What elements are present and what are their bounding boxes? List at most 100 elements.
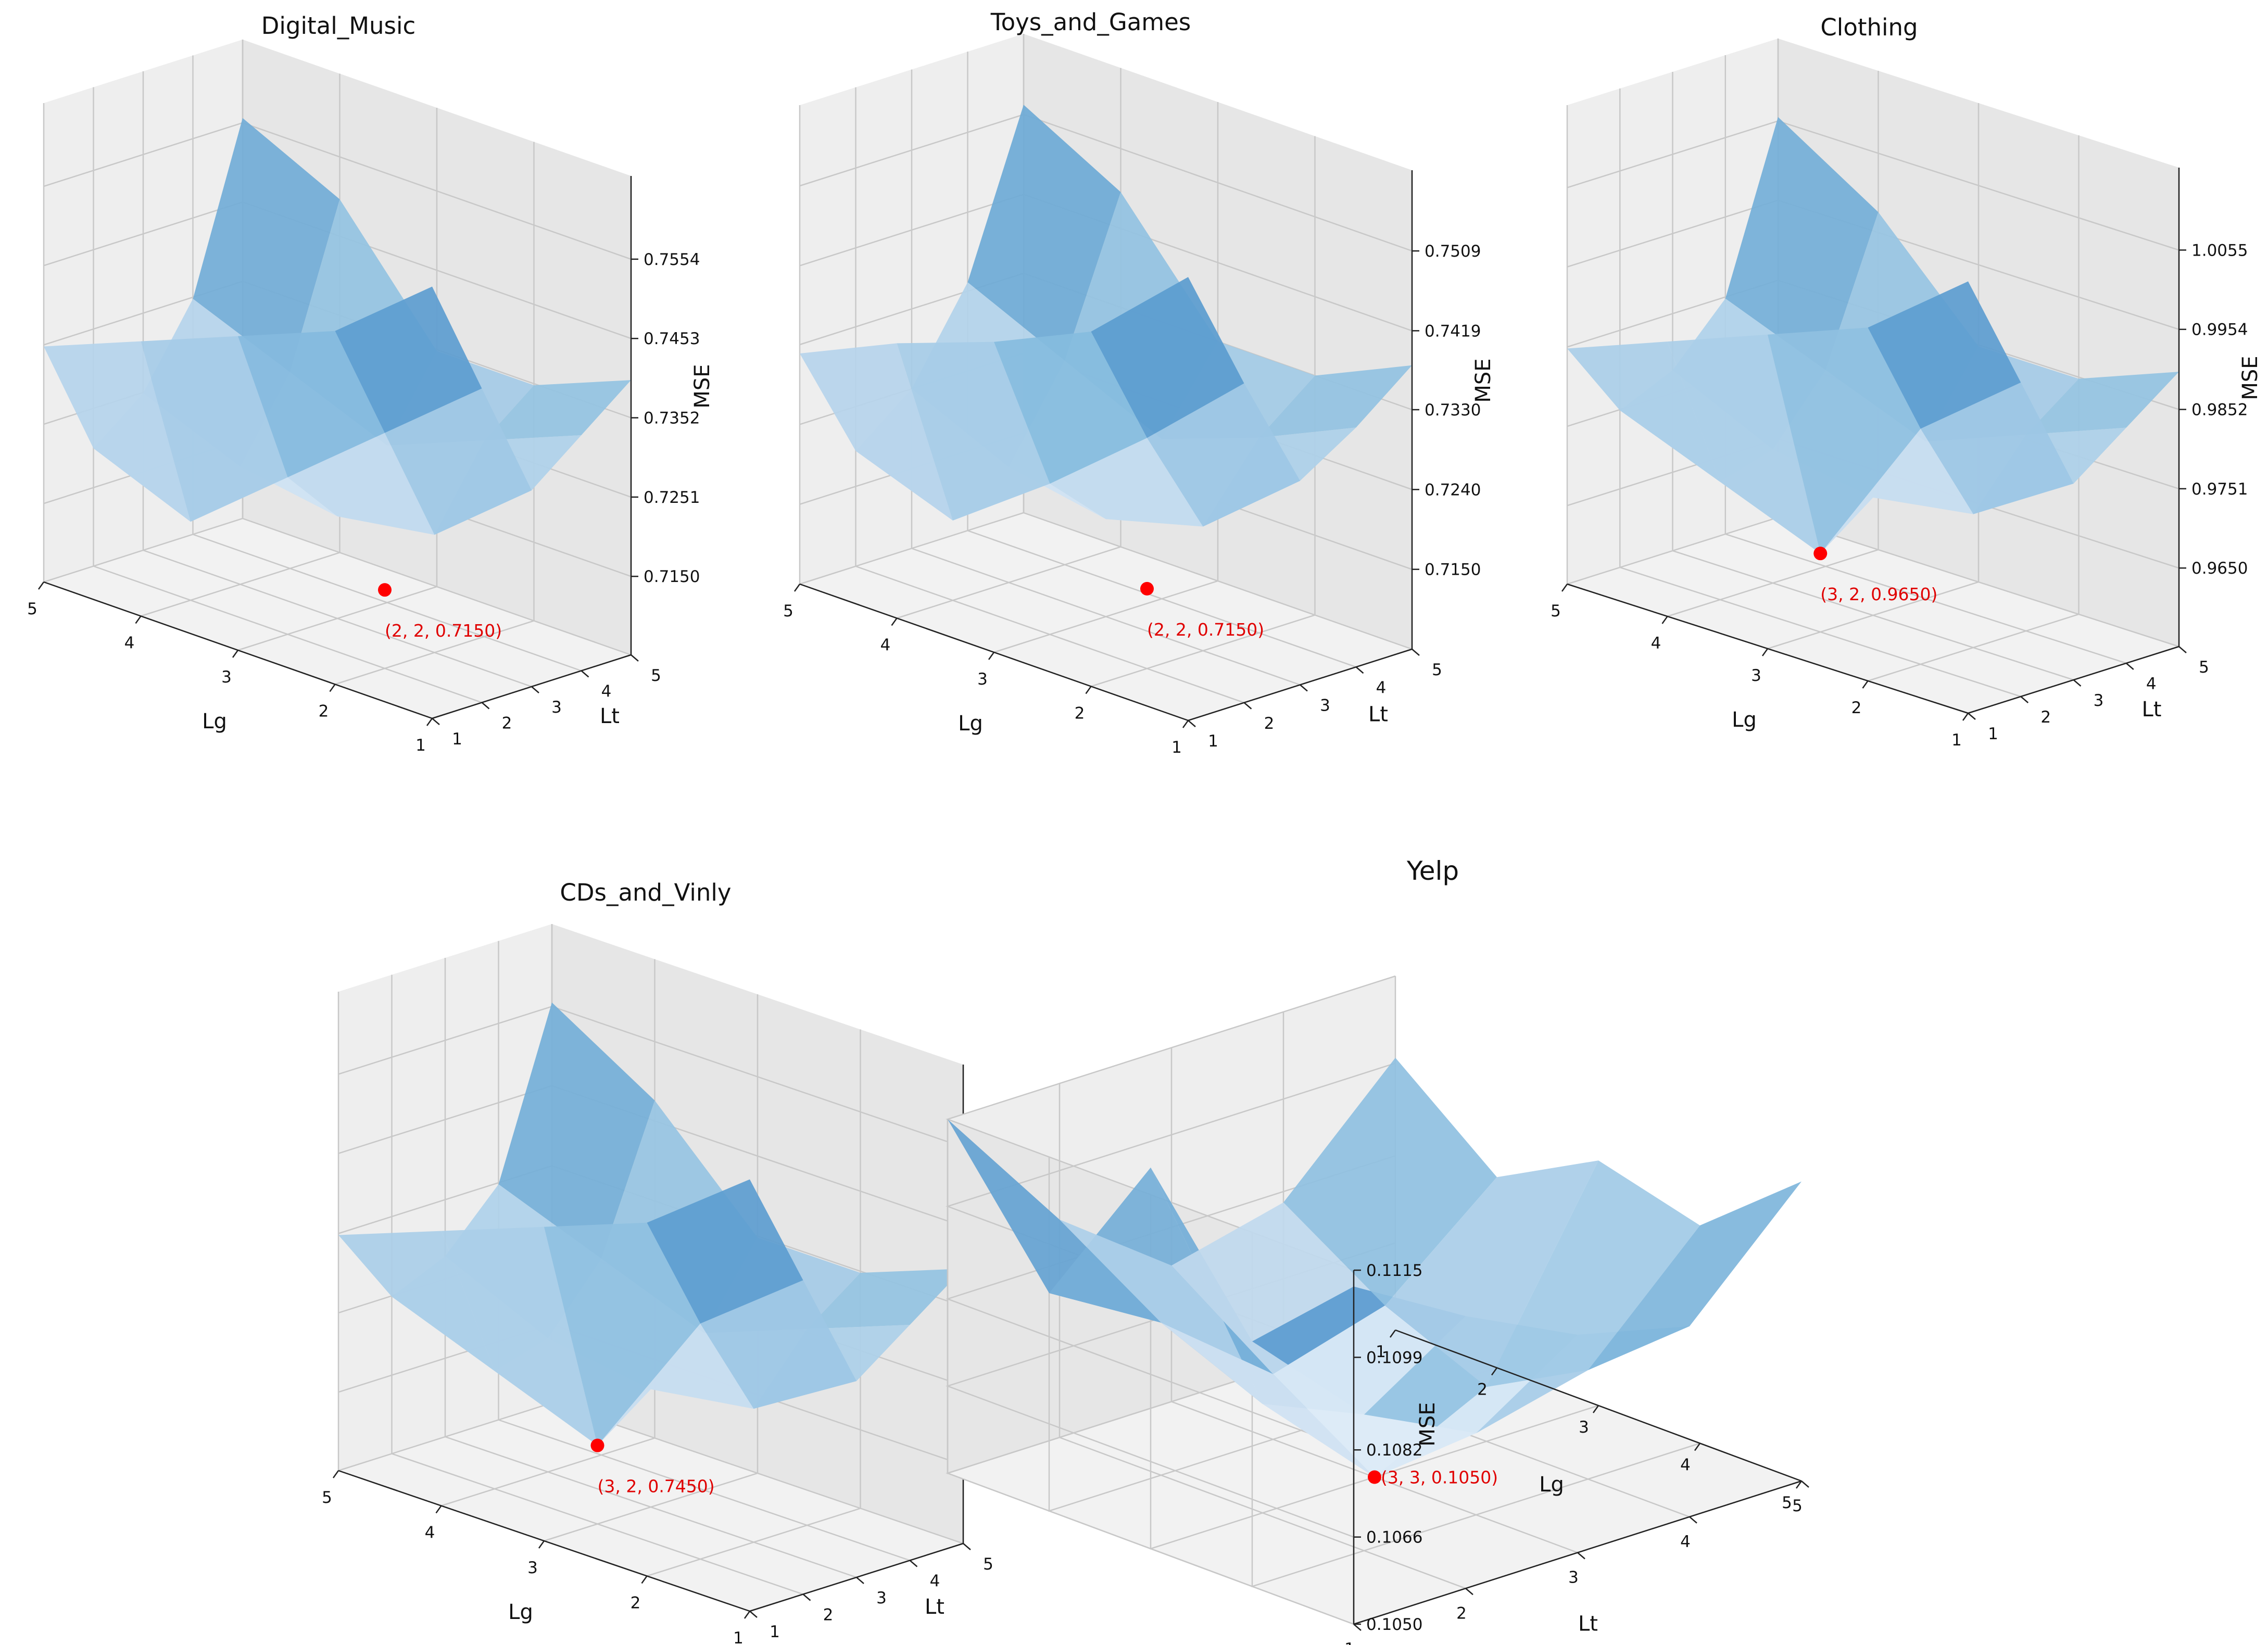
x-tick-label: 2 — [319, 702, 329, 721]
y-tick-label: 4 — [1376, 678, 1387, 697]
x-tick-label: 1 — [1376, 1343, 1386, 1361]
x-axis-label: Lg — [1539, 1473, 1564, 1497]
surface-patch-0-0 — [647, 1179, 803, 1324]
x-axis-label: Lg — [958, 712, 983, 736]
subplot-title: Yelp — [1406, 856, 1459, 886]
surface-patch-3-2 — [1060, 1219, 1273, 1374]
y-tick-label: 3 — [876, 1589, 887, 1608]
surface-patch-0-1 — [700, 1280, 856, 1409]
surface-patch-3-0 — [44, 341, 191, 522]
x-tick-label: 5 — [783, 602, 793, 621]
x-tick-label: 1 — [1171, 738, 1182, 757]
surface-patch-0-3 — [484, 380, 631, 440]
surface-patch-1-1 — [1050, 438, 1203, 527]
y-axis-label: Lt — [2142, 698, 2162, 722]
surface — [800, 105, 1412, 527]
surface-patch-3-0 — [1567, 341, 1720, 482]
y-tick-label: 2 — [502, 714, 512, 733]
z-tick-label: 0.9751 — [2191, 480, 2248, 499]
y-tick-label: 4 — [930, 1572, 940, 1591]
surface-patch-3-3 — [193, 118, 340, 373]
surface-patch-1-0 — [994, 332, 1147, 484]
x-tick-label: 1 — [415, 736, 426, 755]
subplot-title: Digital_Music — [261, 12, 415, 40]
surface-patch-0-0 — [1588, 1181, 1801, 1370]
y-tick-label: 2 — [1456, 1604, 1467, 1623]
z-tick-label: 0.7509 — [1425, 242, 1481, 261]
surface-patch-0-3 — [1259, 365, 1412, 438]
surface-patch-0-0 — [1091, 277, 1244, 438]
surface-patch-0-0 — [335, 286, 482, 433]
y-tick-label: 5 — [651, 666, 661, 685]
surface-patch-2-0 — [1385, 1160, 1598, 1387]
subplot-cds-and-vinly: 54321123450.74500.75510.76520.77540.7855… — [322, 879, 1047, 1645]
y-tick-label: 1 — [1344, 1640, 1355, 1645]
z-tick-label: 0.1115 — [1366, 1261, 1422, 1280]
y-tick-label: 4 — [601, 682, 612, 701]
axes: 1 2 3 4 55 4 3 2 1 0.1050 0.1066 0.1082 0.1099 0.1115 — [1344, 1261, 1809, 1645]
x-tick-label: 3 — [1751, 666, 1761, 685]
min-point-annotation: (2, 2, 0.7150) — [385, 621, 502, 641]
x-tick-label: 4 — [1680, 1456, 1691, 1475]
z-tick-label: 0.7352 — [644, 409, 700, 428]
surface-patch-0-0 — [1868, 281, 2021, 429]
x-tick-label: 3 — [1579, 1418, 1589, 1437]
y-tick-label: 3 — [2094, 691, 2104, 710]
y-tick-label: 2 — [1264, 714, 1275, 733]
y-axis-label: Lt — [1368, 703, 1388, 727]
subplot-title: CDs_and_Vinly — [560, 879, 731, 906]
x-tick-label: 4 — [124, 634, 135, 653]
y-tick-label: 4 — [2146, 675, 2157, 693]
z-tick-label: 0.1066 — [1366, 1528, 1422, 1547]
y-tick-label: 5 — [983, 1555, 993, 1574]
surface-patch-1-1 — [1820, 428, 1973, 554]
x-tick-label: 1 — [1951, 731, 1962, 750]
z-axis-label: MSE — [690, 364, 714, 408]
min-point-marker — [1813, 547, 1828, 561]
min-point-marker — [1368, 1470, 1381, 1484]
x-tick-label: 3 — [527, 1559, 538, 1577]
subplot-digital-music: 5 4 3 2 1 1 2 3 4 5 0.7150 0.7251 0.7352 0.7453 0.7554… — [27, 12, 714, 755]
y-axis-label: Lt — [1578, 1612, 1598, 1636]
z-tick-label: 0.7554 — [644, 250, 700, 269]
z-tick-label: 0.7419 — [1425, 322, 1481, 340]
x-axis-label: Lg — [202, 710, 227, 733]
z-tick-label: 1.0055 — [2191, 241, 2248, 260]
x-tick-label: 4 — [1651, 634, 1661, 653]
z-tick-label: 0.9650 — [2191, 559, 2248, 578]
x-tick-label: 2 — [1075, 704, 1085, 723]
surface-patch-1-0 — [1768, 327, 1921, 554]
surface-patch-0-3 — [2026, 372, 2179, 435]
surface-patch-1-1 — [597, 1323, 754, 1446]
surface-patch-3-3 — [1725, 117, 1879, 371]
x-tick-label: 2 — [631, 1594, 641, 1613]
y-tick-label: 4 — [1680, 1533, 1691, 1551]
z-tick-label: 0.1099 — [1366, 1348, 1422, 1367]
subplot-title: Clothing — [1820, 14, 1918, 41]
x-tick-label: 2 — [1851, 699, 1862, 717]
x-tick-label: 2 — [1477, 1381, 1488, 1399]
surface-patch-1-0 — [238, 331, 385, 477]
y-tick-label: 3 — [1320, 697, 1330, 715]
surface-patch-1-0 — [544, 1222, 700, 1446]
surface-patch-2-0 — [1667, 334, 1821, 554]
min-point-annotation: (2, 2, 0.7150) — [1147, 619, 1264, 640]
z-tick-label: 0.1082 — [1366, 1441, 1422, 1460]
y-tick-label: 1 — [770, 1623, 780, 1641]
y-tick-label: 5 — [2199, 658, 2209, 677]
z-tick-label: 0.9852 — [2191, 401, 2248, 420]
x-axis-label: Lg — [1732, 708, 1757, 732]
subplot-toys-and-games: 5 4 3 2 1 1 2 3 4 5 0.7150 0.7240 0.7330 0.7419 0.7509… — [783, 8, 1495, 757]
z-tick-label: 0.1050 — [1366, 1615, 1422, 1634]
surface-patch-1-1 — [287, 433, 435, 535]
surface-patch-3-0 — [1283, 1057, 1497, 1306]
y-tick-label: 2 — [2040, 708, 2051, 727]
z-tick-label: 0.7251 — [644, 488, 700, 507]
subplot-clothing: 5 4 3 2 1 1 2 3 4 5 0.9650 0.9751 0.9852 0.9954 1.0055… — [1551, 14, 2262, 750]
surface — [948, 1057, 1801, 1477]
x-tick-label: 5 — [1782, 1494, 1792, 1512]
y-tick-label: 2 — [823, 1606, 834, 1625]
x-tick-label: 5 — [322, 1488, 332, 1507]
y-tick-label: 1 — [1988, 725, 1998, 743]
